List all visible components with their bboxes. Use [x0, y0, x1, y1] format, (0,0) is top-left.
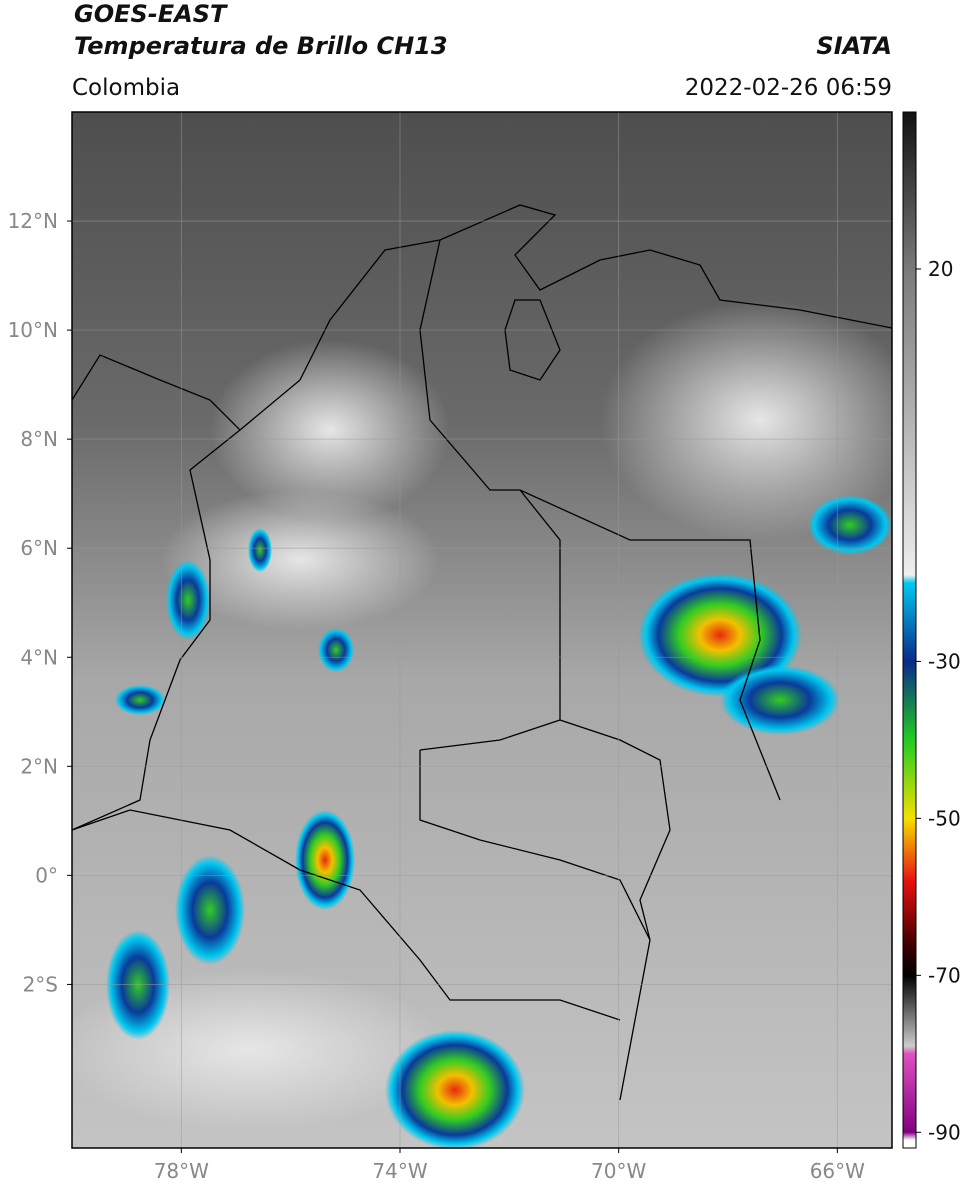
convective-cell: [318, 628, 354, 672]
colorbar-label: -70: [928, 963, 961, 987]
convective-cell: [385, 1030, 525, 1148]
convective-cell: [720, 665, 840, 735]
y-tick-label: 2°S: [23, 972, 58, 996]
coastline: [72, 204, 892, 431]
cloud: [160, 490, 440, 630]
convective-cell: [248, 528, 272, 572]
border: [72, 239, 781, 1101]
y-tick-label: 6°N: [20, 536, 58, 560]
convective-cell: [638, 573, 802, 697]
y-tick-label: 12°N: [8, 209, 58, 233]
colorbar-label: 20: [928, 257, 953, 281]
x-tick-label: 66°W: [810, 1159, 865, 1183]
convective-cell: [166, 560, 210, 640]
map-frame: [71, 111, 893, 1149]
x-tick-label: 78°W: [154, 1159, 209, 1183]
colorbar: [902, 111, 917, 1149]
convective-cell: [808, 495, 892, 555]
cloud: [210, 340, 450, 520]
y-tick-label: 2°N: [20, 754, 58, 778]
datetime: 2022-02-26 06:59: [685, 75, 892, 101]
colorbar-label: -30: [928, 649, 961, 673]
y-tick-label: 4°N: [20, 645, 58, 669]
x-tick-label: 74°W: [372, 1159, 427, 1183]
y-tick-label: 8°N: [20, 427, 58, 451]
convective-cell: [106, 930, 170, 1040]
colorbar-label: -90: [928, 1120, 961, 1144]
title: GOES-EAST: [74, 0, 228, 28]
x-tick-label: 70°W: [591, 1159, 646, 1183]
region: Colombia: [72, 75, 180, 101]
convective-cell: [175, 855, 245, 965]
source: SIATA: [816, 32, 892, 60]
subtitle: Temperatura de Brillo CH13: [74, 32, 448, 60]
coastline: [72, 429, 241, 831]
convective-cell: [295, 810, 355, 910]
y-tick-label: 10°N: [8, 318, 58, 342]
map: [72, 112, 892, 1148]
y-tick-label: 0°: [35, 863, 58, 887]
convective-cell: [115, 685, 165, 715]
cloud: [600, 300, 892, 540]
colorbar-label: -50: [928, 806, 961, 830]
